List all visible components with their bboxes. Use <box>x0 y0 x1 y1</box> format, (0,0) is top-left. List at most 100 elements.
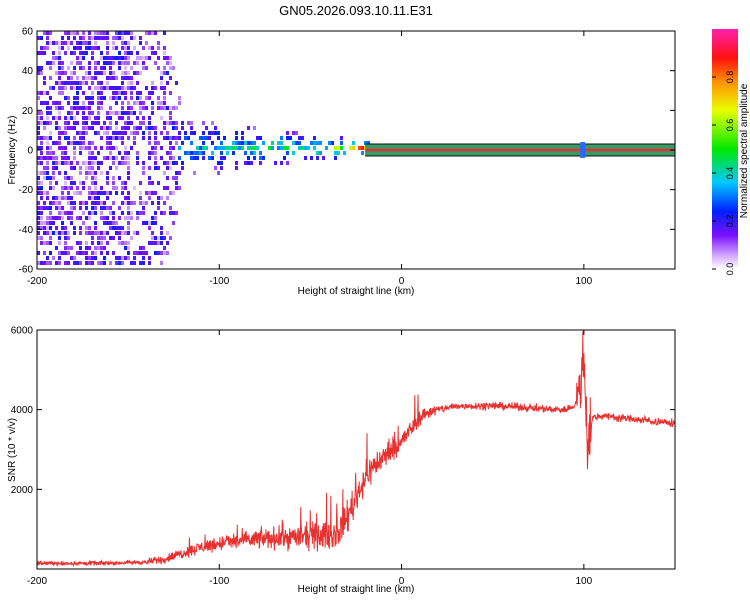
spectrogram-cell <box>127 136 130 140</box>
spectrogram-cell <box>139 126 142 130</box>
spectrogram-cell <box>40 156 43 160</box>
spectrogram-cell <box>253 151 256 155</box>
spectrogram-cell <box>88 196 91 200</box>
spectrogram-cell <box>106 31 109 35</box>
spectrogram-cell <box>157 201 160 205</box>
spectrogram-cell <box>37 236 40 240</box>
spectrogram-cell <box>334 151 337 155</box>
spectrogram-cell <box>97 46 100 50</box>
spectrogram-cell <box>58 261 61 265</box>
spectrogram-cell <box>85 216 88 220</box>
spectrogram-cell <box>127 116 130 120</box>
spectrogram-cell <box>118 66 121 70</box>
spectrogram-cell <box>52 51 55 55</box>
spectrogram-cell <box>106 46 109 50</box>
spectrogram-cell <box>82 76 85 80</box>
spectrogram-cell <box>85 241 88 245</box>
spectrogram-cell <box>118 61 121 65</box>
spectrogram-y-label: Frequency (Hz) <box>7 116 18 185</box>
spectrogram-cell <box>46 111 49 115</box>
spectrogram-cell <box>118 231 121 235</box>
spectrogram-cell <box>37 191 40 195</box>
spectrogram-cell <box>46 241 49 245</box>
spectrogram-cell <box>184 136 187 140</box>
spectrogram-cell <box>142 131 145 135</box>
spectrogram-cell <box>85 166 88 170</box>
spectrogram-cell <box>52 231 55 235</box>
spectrogram-cell <box>232 146 235 150</box>
spectrogram-cell <box>82 221 85 225</box>
spectrogram-cell <box>85 256 88 260</box>
spectrogram-cell <box>340 141 343 145</box>
spectrogram-cell <box>49 111 52 115</box>
spectrogram-cell <box>49 251 52 255</box>
spectrogram-cell <box>166 161 169 165</box>
spectrogram-cell <box>91 91 94 95</box>
spectrogram-cell <box>250 161 253 165</box>
snr-x-ticks: -200 -100 0 100 <box>27 330 593 587</box>
spectrogram-cell <box>163 246 166 250</box>
spectrogram-cell <box>49 96 52 100</box>
spectrogram-cell <box>193 171 196 175</box>
spectrogram-cell <box>184 151 187 155</box>
spectrogram-cell <box>280 136 283 140</box>
spectrogram-cell <box>154 131 157 135</box>
spectrogram-cell <box>40 186 43 190</box>
spectrogram-cell <box>220 141 223 145</box>
spectrogram-cell <box>118 36 121 40</box>
spectrogram-cell <box>136 96 139 100</box>
spectrogram-cell <box>58 71 61 75</box>
spectrogram-cell <box>160 196 163 200</box>
spectrogram-cell <box>52 176 55 180</box>
x-tick-label: -200 <box>27 276 47 287</box>
spectrogram-cell <box>49 261 52 265</box>
spectrogram-cell <box>91 76 94 80</box>
spectrogram-cell <box>169 136 172 140</box>
spectrogram-cell <box>91 171 94 175</box>
spectrogram-cell <box>139 111 142 115</box>
spectrogram-cell <box>58 106 61 110</box>
spectrogram-cell <box>67 116 70 120</box>
spectrogram-cell <box>127 46 130 50</box>
spectrogram-cell <box>100 186 103 190</box>
spectrogram-cell <box>340 136 343 140</box>
spectrogram-cell <box>64 236 67 240</box>
spectrogram-cell <box>88 151 91 155</box>
spectrogram-cell <box>82 146 85 150</box>
spectrogram-cell <box>112 111 115 115</box>
spectrogram-cell <box>58 126 61 130</box>
spectrogram-cell <box>127 106 130 110</box>
spectrogram-cell <box>97 101 100 105</box>
spectrogram-cell <box>121 191 124 195</box>
spectrogram-cell <box>94 61 97 65</box>
spectrogram-cell <box>142 46 145 50</box>
spectrogram-cell <box>37 251 40 255</box>
spectrogram-cell <box>139 106 142 110</box>
spectrogram-cell <box>244 141 247 145</box>
spectrogram-cell <box>130 211 133 215</box>
spectrogram-cell <box>106 156 109 160</box>
spectrogram-cell <box>136 61 139 65</box>
spectrogram-cell <box>139 246 142 250</box>
spectrogram-cells <box>37 31 376 265</box>
spectrogram-cell <box>142 166 145 170</box>
spectrogram-cell <box>157 56 160 60</box>
spectrogram-cell <box>37 186 40 190</box>
spectrogram-cell <box>82 121 85 125</box>
spectrogram-cell <box>109 116 112 120</box>
spectrogram-cell <box>151 106 154 110</box>
spectrogram-cell <box>169 76 172 80</box>
spectrogram-cell <box>133 61 136 65</box>
spectrogram-cell <box>160 261 163 265</box>
spectrogram-cell <box>301 136 304 140</box>
spectrogram-cell <box>76 141 79 145</box>
spectrogram-cell <box>97 121 100 125</box>
spectrogram-cell <box>106 181 109 185</box>
spectrogram-cell <box>211 131 214 135</box>
spectrogram-cell <box>118 91 121 95</box>
spectrogram-cell <box>157 46 160 50</box>
spectrogram-cell <box>97 161 100 165</box>
spectrogram-cell <box>37 136 40 140</box>
spectrogram-cell <box>367 141 370 145</box>
spectrogram-cell <box>178 101 181 105</box>
